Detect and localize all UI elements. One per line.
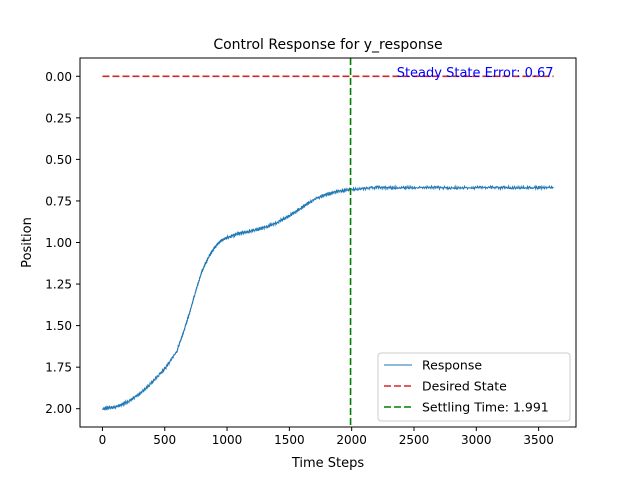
legend-label-desired-state: Desired State [422, 379, 507, 394]
x-tick-label: 3500 [523, 433, 554, 447]
x-tick-label: 2500 [399, 433, 430, 447]
x-tick-label: 2000 [336, 433, 367, 447]
legend: Response Desired State Settling Time: 1.99… [377, 352, 571, 422]
legend-label-settling-time-1-991: Settling Time: 1.991 [422, 400, 549, 415]
x-tick-label: 0 [99, 433, 107, 447]
y-tick-label: 1.50 [45, 319, 72, 333]
x-tick-label: 3000 [461, 433, 492, 447]
steady-state-error-annotation: Steady State Error: 0.67 [397, 66, 554, 81]
x-tick-label: 1000 [212, 433, 243, 447]
legend-box [377, 352, 571, 422]
y-tick-label: 0.00 [45, 70, 72, 84]
y-tick-label: 1.25 [45, 278, 72, 292]
y-axis-label: Position [20, 217, 35, 268]
legend-label-response: Response [422, 358, 482, 373]
y-tick-label: 1.75 [45, 361, 72, 375]
chart-title: Control Response for y_response [213, 37, 442, 53]
y-tick-label: 2.00 [45, 402, 72, 416]
y-tick-label: 1.00 [45, 236, 72, 250]
x-tick-label: 1500 [274, 433, 305, 447]
x-tick-label: 500 [153, 433, 176, 447]
x-axis: 0 500 1000 1500 2000 2500 3000 3500 [99, 427, 554, 447]
x-axis-label: Time Steps [291, 456, 365, 471]
y-tick-label: 0.75 [45, 194, 72, 208]
y-tick-label: 0.25 [45, 111, 72, 125]
y-axis: 0.00 0.25 0.50 0.75 1.00 1.25 1.50 1.75 2.00 [45, 70, 80, 416]
y-tick-label: 0.50 [45, 153, 72, 167]
plot-area [101, 58, 554, 427]
series-response-line [101, 184, 554, 412]
